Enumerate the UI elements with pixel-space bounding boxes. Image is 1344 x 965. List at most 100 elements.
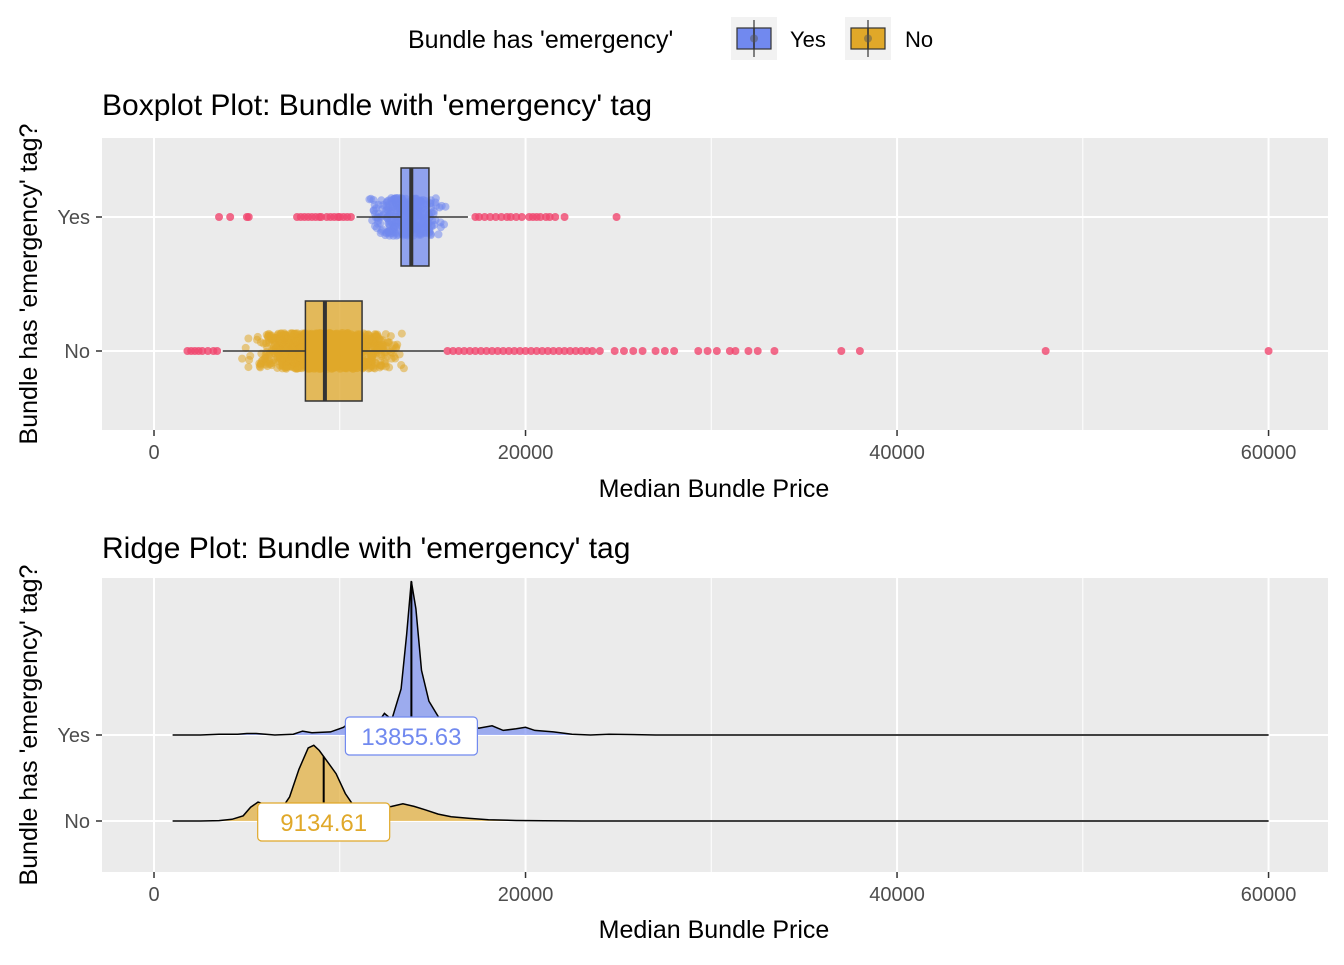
jitter-point bbox=[255, 362, 264, 371]
outlier-point bbox=[753, 347, 762, 355]
outlier-point bbox=[582, 347, 591, 355]
outlier-point bbox=[536, 213, 545, 221]
outlier-point bbox=[619, 347, 628, 355]
jitter-point bbox=[431, 216, 440, 225]
outlier-point bbox=[712, 347, 721, 355]
boxplot-y-axis-label: Bundle has 'emergency' tag? bbox=[15, 124, 43, 445]
ridge-x-tick-label: 20000 bbox=[498, 884, 554, 906]
jitter-point bbox=[384, 196, 393, 205]
jitter-point bbox=[386, 332, 395, 341]
outlier-point bbox=[449, 347, 458, 355]
jitter-point bbox=[297, 343, 306, 352]
jitter-point bbox=[382, 228, 391, 237]
outlier-point bbox=[346, 213, 355, 221]
jitter-point bbox=[244, 363, 253, 372]
jitter-point bbox=[256, 338, 265, 347]
outlier-point bbox=[612, 213, 621, 221]
outlier-point bbox=[638, 347, 647, 355]
outlier-point bbox=[538, 347, 547, 355]
jitter-point bbox=[431, 194, 440, 203]
outlier-point bbox=[554, 347, 563, 355]
outlier-point bbox=[499, 347, 508, 355]
ridge-y-tick-label: Yes bbox=[57, 725, 90, 747]
outliers-no bbox=[183, 347, 1273, 355]
ridge-outline-yes bbox=[172, 580, 1269, 736]
outlier-point bbox=[215, 213, 224, 221]
outlier-point bbox=[703, 347, 712, 355]
ridge-y-tick-label: No bbox=[64, 811, 90, 833]
outlier-point bbox=[566, 347, 575, 355]
outlier-point bbox=[770, 347, 779, 355]
outlier-point bbox=[527, 347, 536, 355]
jitter-point bbox=[395, 350, 404, 359]
ridge-outline-no bbox=[172, 744, 1269, 822]
outlier-point bbox=[577, 347, 586, 355]
jitter-point bbox=[277, 356, 286, 365]
jitter-point bbox=[292, 337, 301, 346]
boxplot-y-tick-label: Yes bbox=[57, 207, 90, 229]
boxplot-x-axis-label: Median Bundle Price bbox=[599, 475, 830, 503]
outlier-point bbox=[560, 347, 569, 355]
legend-label-no: No bbox=[905, 27, 933, 52]
box-series-no bbox=[183, 300, 1273, 402]
jitter-point bbox=[244, 334, 253, 343]
outlier-point bbox=[475, 213, 484, 221]
outlier-point bbox=[443, 347, 452, 355]
outlier-point bbox=[545, 213, 554, 221]
ridge-series-yes: 13855.63 bbox=[172, 580, 1269, 756]
outlier-point bbox=[595, 347, 604, 355]
outlier-point bbox=[465, 347, 474, 355]
outlier-point bbox=[660, 347, 669, 355]
outlier-point bbox=[610, 347, 619, 355]
jitter-point bbox=[388, 345, 397, 354]
legend-key-no-point bbox=[864, 34, 872, 43]
outlier-point bbox=[744, 347, 753, 355]
jitter-point bbox=[397, 329, 406, 338]
jitter-point bbox=[370, 200, 379, 209]
outlier-point bbox=[226, 213, 235, 221]
outlier-point bbox=[317, 213, 326, 221]
outlier-point bbox=[486, 213, 495, 221]
outlier-point bbox=[670, 347, 679, 355]
outlier-point bbox=[471, 347, 480, 355]
outlier-point bbox=[551, 213, 560, 221]
outlier-point bbox=[488, 347, 497, 355]
jitter-point bbox=[364, 358, 373, 367]
outlier-point bbox=[203, 347, 212, 355]
boxplot-title: Boxplot Plot: Bundle with 'emergency' ta… bbox=[102, 89, 652, 122]
outlier-point bbox=[521, 347, 530, 355]
box-yes bbox=[400, 167, 430, 267]
outlier-point bbox=[460, 347, 469, 355]
ridge-x-tick-label: 0 bbox=[148, 884, 159, 906]
box-no bbox=[304, 300, 363, 402]
legend-key-yes-point bbox=[750, 34, 758, 43]
outlier-point bbox=[543, 347, 552, 355]
jitter-point bbox=[290, 329, 299, 338]
legend-key-no bbox=[845, 17, 891, 60]
jitter-point bbox=[369, 363, 378, 372]
outlier-point bbox=[1264, 347, 1273, 355]
outlier-point bbox=[510, 347, 519, 355]
boxplot-x-tick-label: 60000 bbox=[1241, 442, 1297, 464]
boxplot-x-tick-label: 0 bbox=[148, 442, 159, 464]
jitter-point bbox=[432, 201, 441, 210]
jitter-point bbox=[285, 355, 294, 364]
outlier-point bbox=[517, 213, 526, 221]
jitter-point bbox=[394, 194, 403, 203]
jitter-point bbox=[381, 362, 390, 371]
jitter-point bbox=[282, 362, 291, 371]
outlier-point bbox=[244, 213, 253, 221]
outlier-point bbox=[512, 213, 521, 221]
outlier-point bbox=[731, 347, 740, 355]
legend-label-yes: Yes bbox=[790, 27, 826, 52]
median-label-no: 9134.61 bbox=[280, 810, 367, 837]
legend-title: Bundle has 'emergency' bbox=[408, 26, 673, 54]
jitter-point bbox=[392, 229, 401, 238]
jitter-point bbox=[238, 354, 247, 363]
outlier-point bbox=[491, 213, 500, 221]
outlier-point bbox=[515, 347, 524, 355]
boxplot-x-tick-label: 40000 bbox=[869, 442, 925, 464]
ridge-y-axis-label: Bundle has 'emergency' tag? bbox=[15, 565, 43, 886]
outlier-point bbox=[454, 347, 463, 355]
outlier-point bbox=[480, 213, 489, 221]
